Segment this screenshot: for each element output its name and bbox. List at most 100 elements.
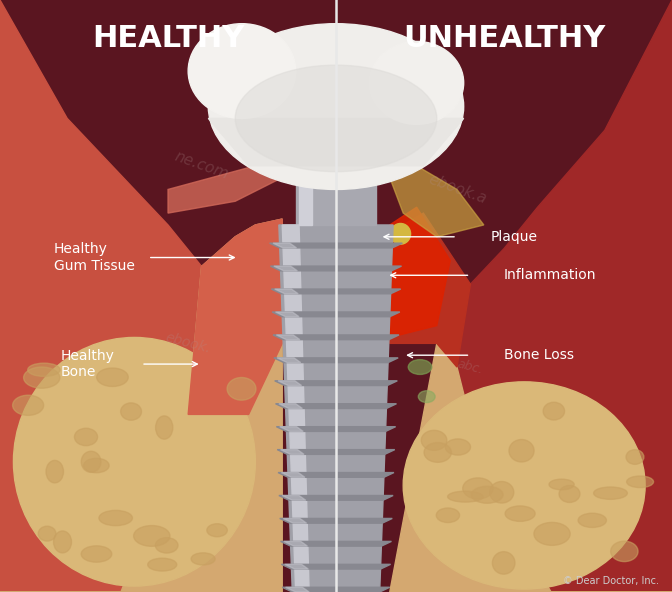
Text: UNHEALTHY: UNHEALTHY: [403, 24, 605, 53]
Ellipse shape: [81, 451, 101, 472]
Text: Healthy
Gum Tissue: Healthy Gum Tissue: [54, 242, 134, 273]
Text: HEALTHY: HEALTHY: [92, 24, 244, 53]
Ellipse shape: [13, 395, 44, 416]
Text: Plaque: Plaque: [491, 230, 538, 244]
Ellipse shape: [471, 486, 503, 503]
Ellipse shape: [83, 458, 109, 473]
Ellipse shape: [424, 443, 452, 462]
Ellipse shape: [593, 487, 628, 499]
Text: Healthy
Bone: Healthy Bone: [60, 349, 114, 379]
Ellipse shape: [626, 476, 654, 488]
Polygon shape: [273, 335, 399, 340]
Ellipse shape: [134, 526, 170, 546]
Polygon shape: [296, 166, 376, 225]
Ellipse shape: [509, 439, 534, 462]
Ellipse shape: [38, 526, 56, 541]
Polygon shape: [275, 381, 397, 385]
Polygon shape: [270, 266, 402, 271]
Polygon shape: [390, 213, 470, 367]
Polygon shape: [280, 519, 392, 523]
Text: ne.com: ne.com: [173, 149, 230, 182]
Ellipse shape: [559, 485, 580, 503]
Ellipse shape: [390, 223, 411, 244]
Text: ebook.a: ebook.a: [426, 172, 488, 207]
Ellipse shape: [549, 479, 574, 490]
Ellipse shape: [505, 506, 535, 522]
Polygon shape: [273, 243, 296, 248]
Text: abc.: abc.: [456, 358, 485, 377]
Ellipse shape: [188, 24, 296, 118]
Polygon shape: [282, 496, 306, 500]
Ellipse shape: [370, 41, 464, 124]
Ellipse shape: [13, 337, 255, 586]
Polygon shape: [285, 564, 308, 569]
Polygon shape: [276, 335, 300, 340]
Polygon shape: [276, 427, 396, 432]
Polygon shape: [275, 289, 298, 294]
Ellipse shape: [578, 513, 606, 527]
Ellipse shape: [490, 481, 514, 503]
Polygon shape: [278, 381, 302, 385]
Ellipse shape: [448, 491, 483, 502]
Polygon shape: [271, 289, 401, 294]
Ellipse shape: [534, 522, 570, 545]
Polygon shape: [281, 450, 304, 455]
Ellipse shape: [148, 558, 177, 571]
Ellipse shape: [75, 428, 97, 446]
Text: ebook.: ebook.: [164, 330, 212, 356]
Polygon shape: [282, 564, 390, 569]
Polygon shape: [277, 358, 301, 362]
Polygon shape: [274, 358, 398, 362]
Polygon shape: [0, 0, 202, 592]
Ellipse shape: [493, 552, 515, 574]
Polygon shape: [282, 472, 305, 477]
Polygon shape: [188, 219, 282, 414]
Polygon shape: [276, 404, 396, 408]
Text: Bone Loss: Bone Loss: [504, 348, 574, 362]
Text: Inflammation: Inflammation: [504, 268, 597, 282]
Polygon shape: [390, 207, 450, 337]
Polygon shape: [277, 450, 395, 455]
Polygon shape: [299, 166, 312, 225]
Polygon shape: [282, 587, 390, 592]
Polygon shape: [280, 427, 303, 432]
Ellipse shape: [46, 461, 64, 483]
Polygon shape: [282, 225, 309, 592]
Polygon shape: [281, 541, 391, 546]
Polygon shape: [274, 266, 297, 271]
Ellipse shape: [99, 510, 132, 526]
Polygon shape: [208, 118, 464, 166]
Polygon shape: [272, 312, 400, 317]
Polygon shape: [0, 219, 282, 592]
Ellipse shape: [207, 524, 227, 537]
Ellipse shape: [626, 450, 644, 464]
Ellipse shape: [418, 391, 435, 403]
Ellipse shape: [235, 65, 437, 172]
Polygon shape: [276, 312, 299, 317]
Polygon shape: [457, 0, 672, 592]
Polygon shape: [269, 243, 403, 248]
Ellipse shape: [408, 359, 431, 374]
Ellipse shape: [421, 430, 447, 451]
Ellipse shape: [81, 546, 112, 562]
Ellipse shape: [436, 508, 460, 523]
Ellipse shape: [155, 538, 178, 553]
Ellipse shape: [121, 403, 142, 420]
Polygon shape: [390, 166, 484, 237]
Ellipse shape: [208, 24, 464, 189]
Ellipse shape: [191, 553, 215, 565]
Polygon shape: [279, 225, 393, 592]
Ellipse shape: [156, 416, 173, 439]
Ellipse shape: [28, 363, 60, 377]
Ellipse shape: [97, 368, 128, 387]
Ellipse shape: [446, 439, 470, 455]
Polygon shape: [278, 472, 394, 477]
Polygon shape: [284, 541, 307, 546]
Ellipse shape: [611, 541, 638, 562]
Ellipse shape: [463, 478, 493, 499]
Ellipse shape: [227, 378, 256, 400]
Text: © Dear Doctor, Inc.: © Dear Doctor, Inc.: [562, 576, 659, 586]
Ellipse shape: [403, 382, 645, 589]
Polygon shape: [283, 519, 306, 523]
Polygon shape: [168, 160, 282, 213]
